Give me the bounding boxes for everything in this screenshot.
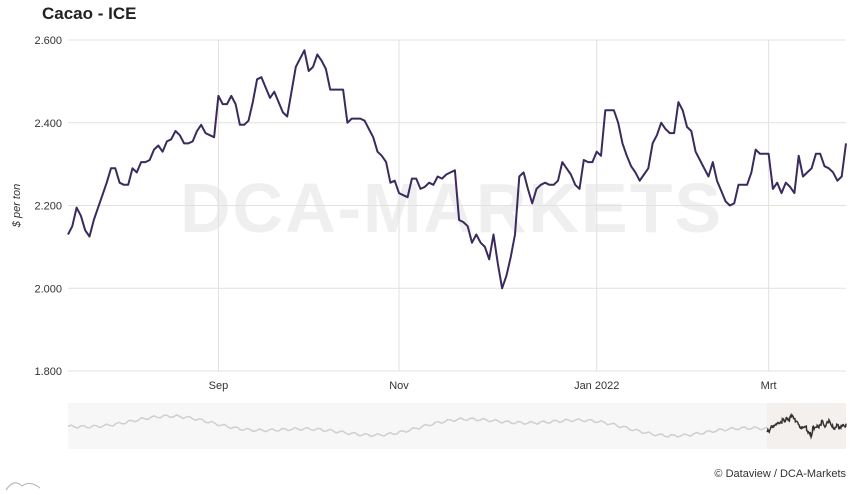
- y-tick-label: 2.400: [34, 118, 62, 130]
- navigator-history-line: [67, 414, 768, 438]
- y-tick-label: 2.600: [34, 35, 62, 47]
- x-tick-label: Nov: [389, 380, 409, 392]
- logo-icon: [5, 482, 41, 491]
- navigator-background: [68, 403, 846, 449]
- chart-title: Cacao - ICE: [42, 4, 137, 23]
- watermark-text: DCA-MARKETS: [180, 169, 723, 247]
- y-tick-label: 2.200: [34, 201, 62, 213]
- chart-credit: © Dataview / DCA-Markets: [714, 468, 846, 480]
- y-axis-label: $ per ton: [11, 184, 23, 228]
- x-tick-label: Mrt: [761, 380, 777, 392]
- x-tick-label: Sep: [209, 380, 229, 392]
- series-line[interactable]: [67, 49, 847, 290]
- y-tick-label: 2.000: [34, 283, 62, 295]
- navigator-focus-line: [766, 412, 847, 440]
- y-tick-label: 1.800: [34, 366, 62, 378]
- x-tick-label: Jan 2022: [574, 380, 619, 392]
